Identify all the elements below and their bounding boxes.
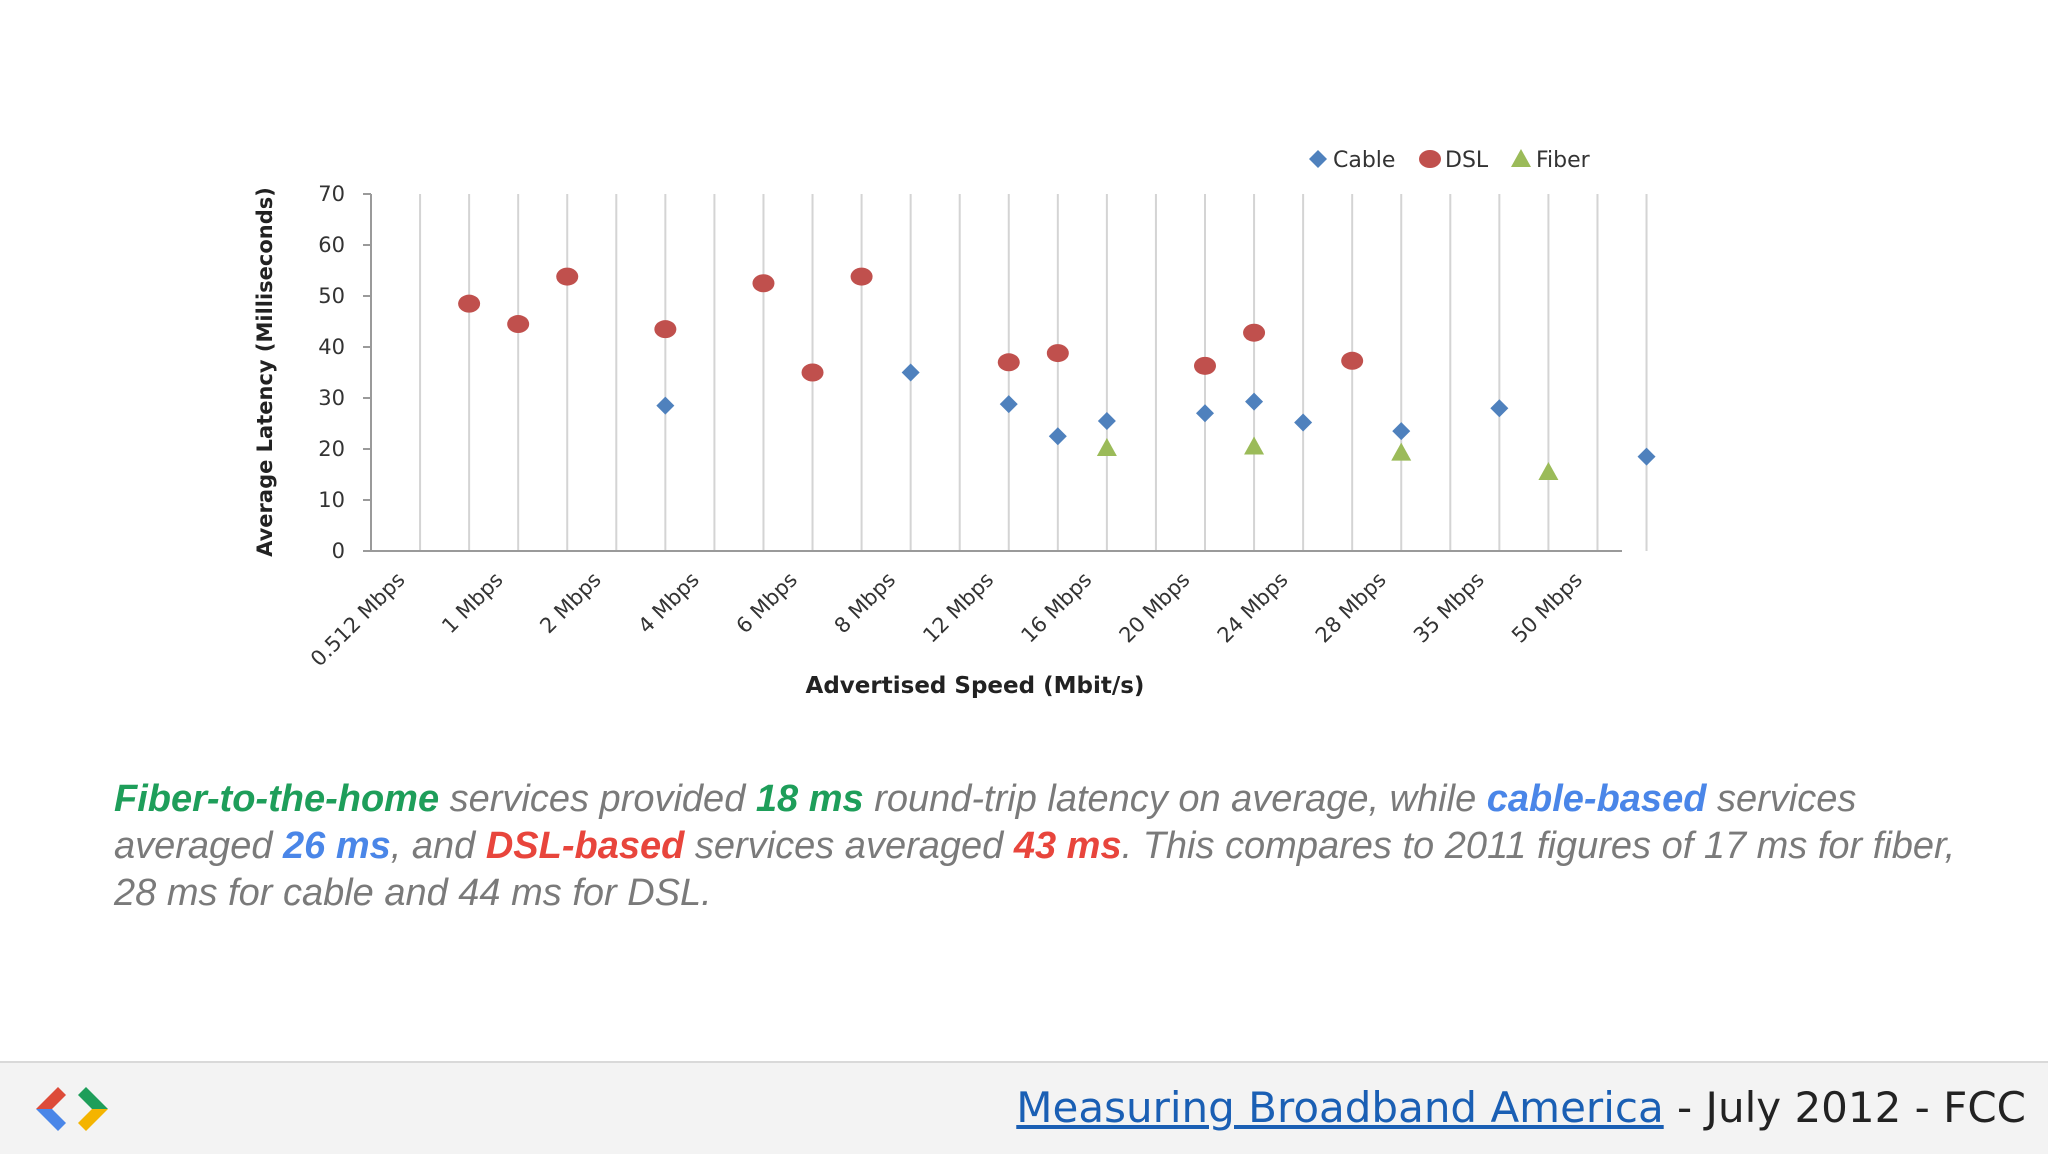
- chart-axes: [363, 193, 1622, 552]
- y-tick-label: 50: [318, 284, 345, 308]
- chart-marks: [458, 267, 1656, 480]
- x-tick-label: 6 Mbps: [732, 568, 803, 639]
- dsl-point: [654, 320, 677, 339]
- cable-point: [656, 396, 675, 415]
- y-tick-label: 40: [318, 335, 345, 359]
- cable-value: 26 ms: [283, 825, 391, 867]
- caption-paragraph: Fiber-to-the-home services provided 18 m…: [114, 776, 1974, 917]
- cable-point: [1196, 404, 1214, 423]
- scatter-chart: 0 10 20 30 40 50 60 70 0.512 Mbps 1 Mbps 2 Mbps 4 …: [253, 148, 1656, 699]
- dsl-point: [850, 267, 873, 286]
- x-tick-label: 35 Mbps: [1409, 568, 1489, 648]
- chart-grid: [419, 194, 1648, 551]
- legend-label-fiber: Fiber: [1536, 148, 1591, 173]
- dsl-point: [507, 315, 530, 334]
- dsl-point: [1243, 323, 1266, 342]
- legend-marker-dsl: [1419, 150, 1441, 168]
- caption-text-3: services averaged: [114, 778, 1857, 867]
- fiber-value: 18 ms: [755, 778, 864, 820]
- dsl-point: [458, 294, 481, 313]
- dsl-point: [1194, 356, 1216, 375]
- cable-point: [999, 395, 1018, 414]
- y-tick-labels: 0 10 20 30 40 50 60 70: [318, 182, 345, 563]
- y-tick-label: 20: [318, 437, 345, 461]
- dsl-point: [801, 363, 824, 382]
- google-developers-logo-icon: [36, 1087, 108, 1131]
- x-tick-label: 16 Mbps: [1016, 568, 1096, 648]
- x-tick-label: 1 Mbps: [437, 568, 508, 639]
- legend-label-dsl: DSL: [1445, 148, 1489, 173]
- cable-point: [1097, 411, 1116, 430]
- fiber-label: Fiber-to-the-home: [114, 778, 440, 820]
- cable-point: [1392, 422, 1411, 441]
- x-tick-label: 2 Mbps: [535, 568, 606, 639]
- source-link[interactable]: Measuring Broadband America: [1016, 1083, 1664, 1132]
- cable-point: [901, 363, 920, 382]
- dsl-label: DSL-based: [485, 825, 685, 867]
- y-tick-label: 70: [318, 182, 345, 206]
- cable-label: cable-based: [1486, 778, 1707, 820]
- x-tick-label: 8 Mbps: [830, 568, 901, 639]
- dsl-point: [752, 274, 775, 293]
- caption-text-4: , and: [390, 825, 486, 867]
- cable-point: [1490, 399, 1509, 418]
- caption-text-1: services provided: [439, 778, 756, 820]
- footer-credit: Measuring Broadband America - July 2012 …: [1016, 1083, 2026, 1132]
- dsl-value: 43 ms: [1013, 825, 1122, 867]
- fiber-point: [1244, 436, 1265, 455]
- fiber-point: [1538, 461, 1559, 480]
- legend-label-cable: Cable: [1333, 148, 1395, 173]
- caption-text-2: round-trip latency on average, while: [863, 778, 1487, 820]
- x-axis-label: Advertised Speed (Mbit/s): [806, 673, 1145, 699]
- dsl-point: [1046, 344, 1069, 363]
- legend-marker-cable: [1309, 150, 1327, 168]
- cable-point: [1245, 392, 1264, 411]
- fiber-point: [1096, 437, 1117, 456]
- footer-suffix: - July 2012 - FCC: [1663, 1083, 2026, 1132]
- cable-point: [1294, 413, 1313, 432]
- y-tick-label: 10: [318, 488, 345, 512]
- cable-point: [1637, 447, 1656, 466]
- caption-text-6: . This compares to 2011 figures of 17 ms…: [114, 825, 1956, 914]
- caption-text-5: services averaged: [684, 825, 1014, 867]
- x-tick-label: 4 Mbps: [633, 568, 704, 639]
- dsl-point: [556, 267, 579, 286]
- fiber-point: [1391, 442, 1412, 461]
- dsl-point: [1341, 351, 1364, 370]
- chart-legend: Cable DSL Fiber: [1309, 148, 1591, 173]
- x-tick-labels: 0.512 Mbps 1 Mbps 2 Mbps 4 Mbps 6 Mbps 8 Mbps…: [306, 568, 1587, 672]
- cable-point: [1048, 427, 1067, 446]
- x-tick-label: 28 Mbps: [1311, 568, 1391, 648]
- y-axis-label: Average Latency (Milliseconds): [253, 187, 277, 557]
- y-tick-label: 30: [318, 386, 345, 410]
- dsl-point: [997, 353, 1020, 372]
- x-tick-label: 12 Mbps: [918, 568, 998, 648]
- x-tick-label: 0.512 Mbps: [306, 568, 410, 672]
- footer-bar: Measuring Broadband America - July 2012 …: [0, 1061, 2048, 1154]
- x-tick-label: 24 Mbps: [1213, 568, 1293, 648]
- legend-marker-fiber: [1511, 149, 1531, 167]
- x-tick-label: 50 Mbps: [1507, 568, 1587, 648]
- y-tick-label: 0: [332, 539, 345, 563]
- x-tick-label: 20 Mbps: [1115, 568, 1195, 648]
- y-tick-label: 60: [318, 233, 345, 257]
